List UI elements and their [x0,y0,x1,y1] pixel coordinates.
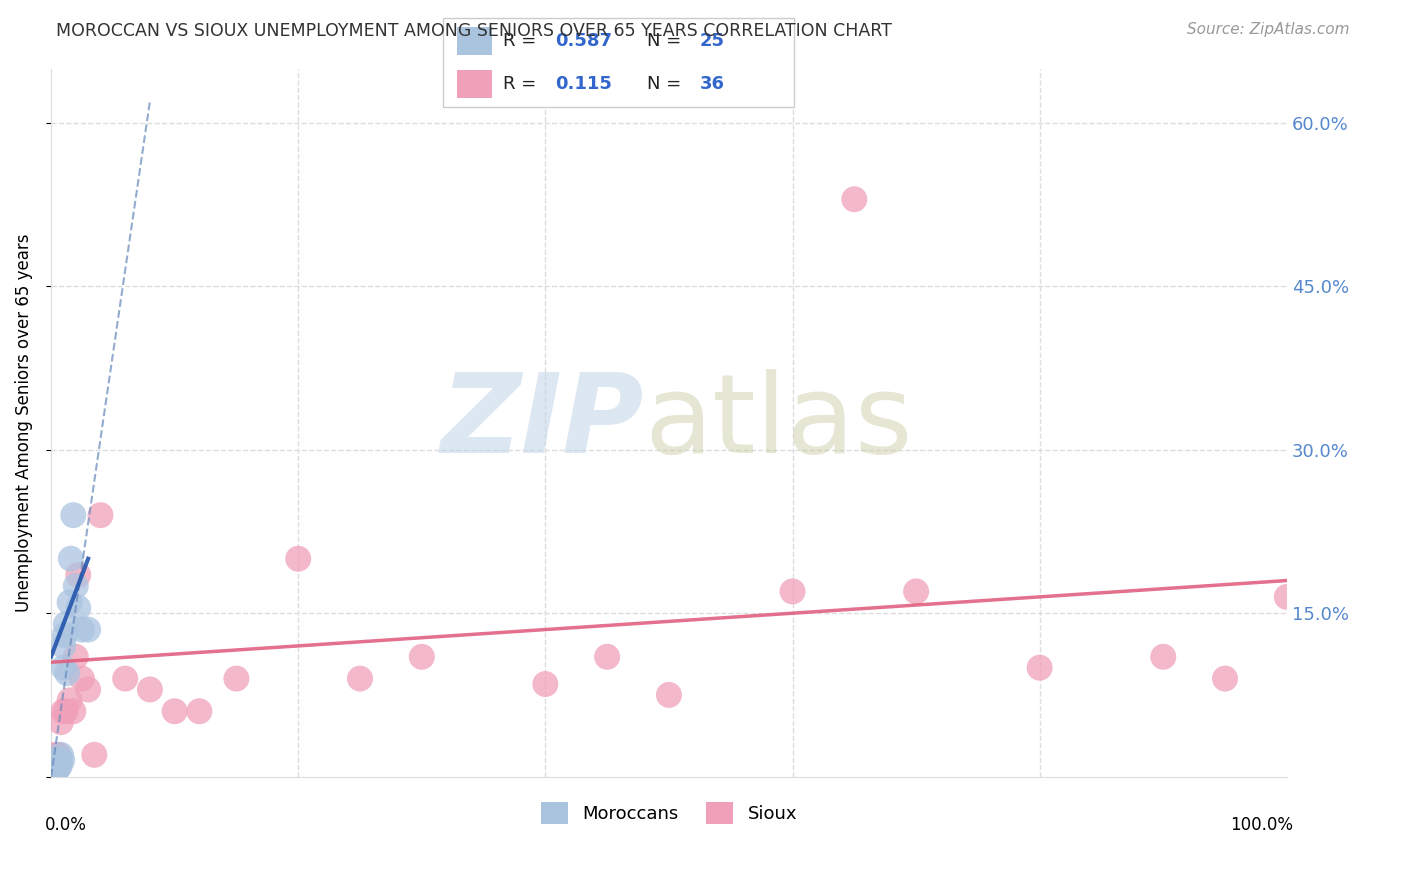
Point [65,649,87,664]
Point [48,753,70,767]
Point [45,764,67,779]
Point [56,666,79,681]
Text: MOROCCAN VS SIOUX UNEMPLOYMENT AMONG SENIORS OVER 65 YEARS CORRELATION CHART: MOROCCAN VS SIOUX UNEMPLOYMENT AMONG SEN… [56,22,893,40]
Point [1152,649,1174,664]
Point [89,508,111,523]
Point [287,551,309,566]
Point [46,758,69,772]
Bar [457,70,492,98]
Point [44,764,66,779]
Point [83,747,105,762]
Text: 36: 36 [699,75,724,93]
Point [225,672,247,686]
Point [42,758,65,772]
Point [44,764,66,779]
Text: ZIP: ZIP [440,369,644,476]
Point [188,704,211,718]
Point [77,623,100,637]
Text: R =: R = [503,75,547,93]
Y-axis label: Unemployment Among Seniors over 65 years: Unemployment Among Seniors over 65 years [15,234,32,612]
Point [51,753,73,767]
Point [55,704,77,718]
Point [596,649,619,664]
Point [48,747,70,762]
Point [67,600,90,615]
Point [411,649,433,664]
Point [658,688,681,702]
Point [55,617,77,632]
Text: N =: N = [647,32,686,50]
Point [48,761,70,775]
Point [42,764,65,779]
Point [53,628,76,642]
Point [48,753,70,767]
Point [62,508,84,523]
Bar [457,27,492,55]
Point [534,677,557,691]
Point [844,192,866,206]
Text: Source: ZipAtlas.com: Source: ZipAtlas.com [1187,22,1350,37]
Point [45,747,67,762]
Text: 25: 25 [699,32,724,50]
Point [905,584,928,599]
Point [49,715,72,730]
Point [52,704,75,718]
Point [58,595,80,609]
Point [52,639,75,653]
Point [45,761,67,775]
Point [139,682,162,697]
Point [349,672,371,686]
Point [1275,590,1298,604]
Point [1028,661,1050,675]
Point [52,661,75,675]
Point [41,764,63,779]
Point [48,753,70,767]
Point [46,756,69,771]
Point [782,584,804,599]
Point [1213,672,1236,686]
Point [48,758,70,772]
Point [59,551,82,566]
Point [58,693,80,707]
Text: 100.0%: 100.0% [1230,815,1294,833]
Point [77,682,100,697]
Point [114,672,136,686]
Point [65,579,87,593]
Point [70,672,93,686]
Point [67,568,90,582]
Text: R =: R = [503,32,541,50]
Legend: Moroccans, Sioux: Moroccans, Sioux [534,795,804,831]
Point [46,758,69,772]
Point [49,747,72,762]
Text: 0.0%: 0.0% [45,815,87,833]
Point [163,704,186,718]
FancyBboxPatch shape [443,18,794,107]
Text: N =: N = [647,75,686,93]
Text: atlas: atlas [644,369,912,476]
Point [62,704,84,718]
Point [70,623,93,637]
Point [41,764,63,779]
Text: 0.115: 0.115 [555,75,612,93]
Text: 0.587: 0.587 [555,32,613,50]
